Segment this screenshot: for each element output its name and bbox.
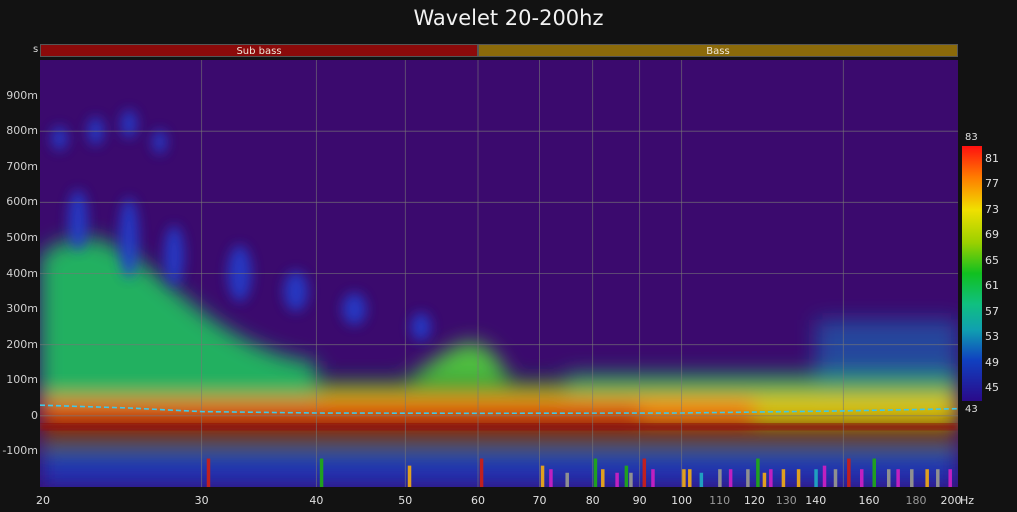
colorbar-tick: 57 [985, 304, 999, 318]
peak-marker [549, 469, 553, 487]
x-tick-label: 200 [940, 494, 962, 507]
y-tick-label: 300m [6, 302, 38, 316]
peak-marker [642, 458, 647, 487]
peak-marker [479, 458, 484, 487]
x-tick-label: 140 [805, 494, 827, 507]
chart-title: Wavelet 20-200hz [413, 6, 604, 30]
band-axis-label: s [33, 44, 39, 55]
peak-marker [746, 469, 750, 487]
peak-marker [728, 469, 733, 487]
peak-markers [206, 458, 952, 487]
heatmap-blobs [51, 110, 431, 341]
colorbar-tick: 61 [985, 279, 999, 293]
peak-marker [651, 469, 655, 487]
peak-marker [936, 469, 940, 487]
peak-marker [624, 465, 629, 487]
peak-marker [756, 458, 760, 487]
ridge-line [40, 404, 958, 415]
colorbar-tick: 81 [985, 151, 999, 165]
x-tick-label: 180 [905, 494, 927, 507]
peak-marker [833, 469, 838, 487]
y-tick-label: 400m [6, 266, 38, 280]
peak-marker [781, 469, 786, 487]
colorbar-max-label: 83 [965, 132, 978, 143]
y-tick-label: 800m [6, 124, 38, 138]
band-bass: Bass [477, 44, 958, 57]
peak-marker [859, 469, 864, 487]
peak-marker [540, 465, 545, 487]
peak-marker [910, 469, 914, 487]
peak-marker [762, 472, 767, 487]
colorbar-tick: 73 [985, 202, 999, 216]
colorbar-min-label: 43 [965, 404, 978, 415]
y-tick-label: 0 [31, 408, 38, 422]
x-tick-label: 100 [671, 494, 693, 507]
x-tick-label: 20 [36, 494, 50, 507]
peak-marker [769, 469, 773, 487]
peak-marker [629, 472, 633, 487]
heatmap-layer [40, 110, 958, 487]
colorbar [962, 146, 982, 401]
y-tick-label: 700m [6, 159, 38, 173]
peak-marker [699, 472, 704, 487]
peak-marker [206, 458, 211, 487]
peak-marker [615, 472, 619, 487]
x-tick-label: 120 [743, 494, 765, 507]
colorbar-tick: 65 [985, 253, 999, 267]
peak-marker [948, 469, 952, 487]
peak-marker [896, 469, 900, 487]
peak-marker [593, 458, 598, 487]
peak-marker [407, 465, 412, 487]
peak-marker [718, 469, 722, 487]
heatmap-core [40, 423, 958, 430]
wavelet-plot [40, 60, 958, 487]
x-tick-label: 130 [775, 494, 797, 507]
y-tick-label: 600m [6, 195, 38, 209]
peak-marker [925, 469, 929, 487]
x-tick-label: 70 [532, 494, 547, 507]
y-tick-label: 900m [6, 88, 38, 102]
peak-marker [847, 458, 851, 487]
peak-marker [886, 469, 891, 487]
colorbar-tick: 77 [985, 177, 999, 191]
peak-marker [682, 469, 686, 487]
x-tick-label: 80 [585, 494, 600, 507]
colorbar-tick: 45 [985, 381, 999, 395]
colorbar-tick: 49 [985, 355, 999, 369]
peak-marker [814, 469, 818, 487]
x-tick-label: 60 [470, 494, 485, 507]
peak-marker [822, 465, 827, 487]
peak-marker [319, 458, 324, 487]
band-sub-bass: Sub bass [40, 44, 478, 57]
y-tick-label: 200m [6, 337, 38, 351]
peak-marker [796, 469, 801, 487]
y-tick-label: -100m [2, 444, 38, 458]
peak-marker [565, 472, 569, 487]
x-tick-label: 40 [309, 494, 324, 507]
y-tick-label: 500m [6, 230, 38, 244]
grid-lines [40, 60, 958, 487]
colorbar-tick: 53 [985, 330, 999, 344]
colorbar-tick: 69 [985, 228, 999, 242]
y-tick-label: 100m [6, 373, 38, 387]
x-tick-label: 110 [709, 494, 731, 507]
x-tick-label: 50 [398, 494, 413, 507]
peak-marker [688, 469, 692, 487]
x-axis-unit: Hz [960, 494, 975, 507]
peak-marker [601, 469, 605, 487]
x-tick-label: 30 [194, 494, 209, 507]
peak-marker [872, 458, 876, 487]
x-tick-label: 90 [632, 494, 647, 507]
x-tick-label: 160 [858, 494, 880, 507]
ridge-path [40, 404, 958, 415]
